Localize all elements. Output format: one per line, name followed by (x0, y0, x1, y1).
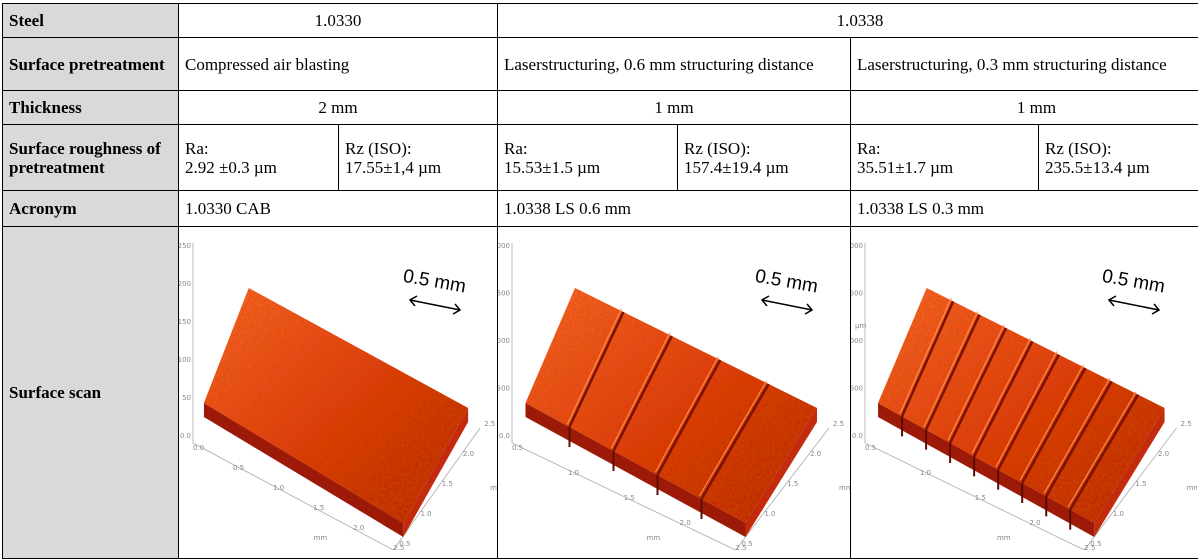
cell: Rz (ISO): 235.5±13.4 µm (1039, 125, 1198, 191)
y-tick-label: 1.5 (442, 480, 453, 488)
surface-scan: 250 200 150 100 50 0.00.0 0.5 1.0 1.5 2.0 2.5 mm 0.5… (179, 228, 498, 558)
cell: Ra: 15.53±1.5 µm (498, 125, 678, 191)
z-tick-label: 2000 (498, 242, 510, 250)
x-tick-label: 2.0 (680, 519, 691, 527)
scan-cell: 2000 1500 1000 500 0.0 µm 0.5 1.0 1.5 2.0 2.5 mm 0.5… (851, 227, 1198, 559)
cell: Laserstructuring, 0.6 mm structuring dis… (498, 38, 851, 91)
z-tick-label: 0.0 (180, 432, 191, 440)
cell: 1 mm (498, 91, 851, 125)
z-tick-label: 0.0 (499, 432, 510, 440)
x-tick-label: 2.0 (1029, 519, 1040, 527)
y-tick-label: 0.5 (1090, 540, 1101, 548)
cell: Rz (ISO): 17.55±1,4 µm (339, 125, 498, 191)
y-tick-label: 0.5 (742, 540, 753, 548)
z-tick-label: 200 (179, 280, 191, 288)
row: Steel 1.0330 1.0338 (3, 4, 1198, 38)
x-tick-label: 1.5 (975, 494, 986, 502)
z-unit: µm (855, 322, 866, 330)
z-tick-label: 1500 (851, 289, 863, 297)
cell: 1 mm (851, 91, 1198, 125)
row-header: Surface roughness of pretreatment (3, 125, 179, 191)
row: Surface roughness of pretreatment Ra: 2.… (3, 125, 1198, 191)
x-unit: mm (314, 534, 328, 542)
scale-label: 0.5 mm (401, 265, 467, 297)
scale-arrow (762, 300, 812, 310)
y-unit: mm (1187, 484, 1197, 492)
cell: 1.0338 LS 0.6 mm (498, 191, 851, 227)
row: Surface pretreatment Compressed air blas… (3, 38, 1198, 91)
surface-scan: 2000150010005000.00.51.01.52.02.5mm0.51.… (498, 228, 850, 558)
row-header: Steel (3, 4, 179, 38)
x-tick-label: 2.0 (353, 524, 364, 532)
row: Thickness 2 mm 1 mm 1 mm (3, 91, 1198, 125)
y-tick-label: 0.5 (399, 540, 410, 548)
cell: Laserstructuring, 0.3 mm structuring dis… (851, 38, 1198, 91)
steel-table: Steel 1.0330 1.0338 Surface pretreatment… (2, 3, 1198, 559)
y-tick-label: 2.0 (810, 450, 821, 458)
cell: 1.0330 (179, 4, 498, 38)
z-tick-label: 50 (182, 394, 191, 402)
y-unit: mm (839, 484, 850, 492)
cell: 1.0330 CAB (179, 191, 498, 227)
z-tick-label: 150 (179, 318, 191, 326)
x-unit: mm (647, 534, 661, 542)
z-tick-label: 1000 (498, 337, 510, 345)
cell: 1.0338 LS 0.3 mm (851, 191, 1198, 227)
y-tick-label: 2.0 (463, 450, 474, 458)
row-header: Surface pretreatment (3, 38, 179, 91)
x-tick-label: 1.0 (920, 469, 931, 477)
x-tick-label: 0.5 (233, 464, 244, 472)
y-tick-label: 2.5 (1181, 420, 1192, 428)
row: Surface scan 250200150100500.00.00.51.01… (3, 227, 1198, 559)
cell: 2 mm (179, 91, 498, 125)
y-tick-label: 1.5 (787, 480, 798, 488)
row-header: Surface scan (3, 227, 179, 559)
z-tick-label: 0.0 (852, 432, 863, 440)
y-tick-label: 1.0 (420, 510, 431, 518)
x-tick-label: 0.0 (193, 444, 204, 452)
z-tick-label: 500 (498, 384, 510, 392)
y-unit: mm (490, 484, 497, 492)
x-tick-label: 1.5 (624, 494, 635, 502)
scan-cell: 2000150010005000.00.51.01.52.02.5mm0.51.… (498, 227, 851, 559)
z-tick-label: 1500 (498, 289, 510, 297)
cell: Rz (ISO): 157.4±19.4 µm (678, 125, 851, 191)
y-tick-label: 2.5 (484, 420, 495, 428)
cell: Ra: 35.51±1.7 µm (851, 125, 1039, 191)
y-tick-label: 2.5 (833, 420, 844, 428)
x-tick-label: 1.5 (313, 504, 324, 512)
y-tick-label: 1.5 (1135, 480, 1146, 488)
z-tick-label: 250 (179, 242, 191, 250)
z-tick-label: 1000 (851, 337, 863, 345)
scale-label: 0.5 mm (753, 265, 819, 297)
x-tick-label: 1.0 (273, 484, 284, 492)
x-tick-label: 1.0 (568, 469, 579, 477)
row-header: Thickness (3, 91, 179, 125)
x-unit: mm (997, 534, 1011, 542)
y-tick-label: 1.0 (1113, 510, 1124, 518)
z-tick-label: 2000 (851, 242, 863, 250)
cell: Ra: 2.92 ±0.3 µm (179, 125, 339, 191)
x-tick-label: 0.5 (865, 444, 876, 452)
scale-arrow (410, 300, 460, 310)
z-tick-label: 100 (179, 356, 191, 364)
cell: Compressed air blasting (179, 38, 498, 91)
row-header: Acronym (3, 191, 179, 227)
page: Steel 1.0330 1.0338 Surface pretreatment… (0, 0, 1198, 560)
z-tick-label: 500 (851, 384, 863, 392)
scale-arrow (1109, 300, 1159, 310)
x-tick-label: 0.5 (512, 444, 523, 452)
y-tick-label: 2.0 (1158, 450, 1169, 458)
y-tick-label: 1.0 (764, 510, 775, 518)
cell: 1.0338 (498, 4, 1198, 38)
surface-scan: 2000 1500 1000 500 0.0 µm 0.5 1.0 1.5 2.0 2.5 mm 0.5… (851, 228, 1197, 558)
scan-cell: 250 200 150 100 50 0.00.0 0.5 1.0 1.5 2.0 2.5 mm 0.5… (179, 227, 498, 559)
scale-label: 0.5 mm (1100, 265, 1166, 297)
row: Acronym 1.0330 CAB 1.0338 LS 0.6 mm 1.03… (3, 191, 1198, 227)
